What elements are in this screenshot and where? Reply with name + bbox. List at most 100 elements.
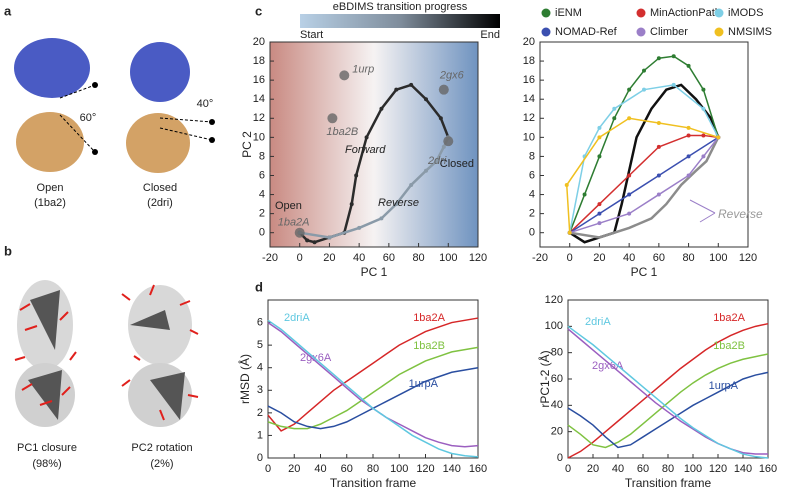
plot-frame [269,41,479,248]
x-tick-label: 80 [682,252,694,264]
structure-point-label: 2dri [427,155,447,167]
legend-swatch [541,8,551,18]
x-tick-label: 140 [734,463,752,475]
y-tick-label: 18 [523,55,535,67]
x-tick-label: 0 [565,463,571,475]
x-tick-label: 40 [314,463,326,475]
series-point [312,240,317,245]
series-point [434,159,439,164]
series-point [597,221,602,226]
structure-point [327,113,338,124]
series-label: 2driA [284,312,310,324]
x-tick-label: 40 [612,463,624,475]
y-tick-label: 20 [551,426,563,438]
x-axis-label: Transition frame [625,476,712,490]
series-point [686,63,691,68]
x-tick-label: 20 [593,252,605,264]
series-point [612,116,617,121]
series-point [379,106,384,111]
y-tick-label: 40 [551,399,563,411]
series-point [379,216,384,221]
series-point [686,173,691,178]
series-point [394,202,399,207]
x-tick-label: -20 [532,252,548,264]
x-tick-label: -20 [262,252,278,264]
series-point [701,106,706,111]
series-label: 1urpA [409,378,439,390]
series-line [567,325,769,459]
series-point [349,202,354,207]
y-tick-label: 16 [523,74,535,86]
structure-id: (1ba2) [34,197,66,209]
y-tick-label: 0 [259,227,265,239]
series-line [568,84,719,233]
series-point [656,144,661,149]
series-point [597,125,602,130]
legend-label: MinActionPath [650,7,721,19]
mode-pc2 [121,284,199,427]
y-tick-label: 12 [253,112,265,124]
y-tick-label: 0 [257,452,263,464]
series-point [327,235,332,240]
x-tick-label: 40 [623,252,635,264]
x-tick-label: 160 [469,463,487,475]
x-tick-label: 80 [412,252,424,264]
y-axis-label: PC 2 [240,131,254,158]
legend-label: Climber [650,26,688,38]
angle-label: 60° [80,112,97,124]
y-tick-label: 8 [529,150,535,162]
x-axis-label: PC 1 [361,265,388,279]
x-tick-label: 0 [297,252,303,264]
series-line [567,371,769,449]
y-tick-label: 6 [529,169,535,181]
series-point [364,135,369,140]
x-tick-label: 100 [709,252,727,264]
x-tick-label: 100 [390,463,408,475]
panel-label: b [4,243,12,258]
y-tick-label: 0 [557,452,563,464]
structure-point-label: 1ba2A [278,217,310,229]
x-tick-label: 60 [383,252,395,264]
open-structure [14,38,98,172]
legend-label: NOMAD-Ref [555,26,618,38]
series-point [686,125,691,130]
series-point [438,116,443,121]
x-tick-label: 60 [653,252,665,264]
series-label: 1ba2A [713,312,745,324]
annotation: Closed [440,158,474,170]
structure-point [339,70,350,81]
y-tick-label: 4 [529,188,535,200]
x-tick-label: 20 [323,252,335,264]
series-line [299,136,450,239]
series-point [656,121,661,126]
series-point [612,106,617,111]
x-tick-label: 120 [739,252,757,264]
legend-swatch [714,8,724,18]
legend-swatch [714,27,724,37]
x-tick-label: 20 [587,463,599,475]
series-line [569,55,720,233]
colorbar [300,14,500,28]
mode-share: (2%) [150,458,173,470]
y-tick-label: 8 [259,150,265,162]
series-annotation: Forward [345,144,386,156]
series-point [656,56,661,61]
series-point [701,87,706,92]
series-point [671,82,676,87]
series-point [357,225,362,230]
mode-label: PC2 rotation [131,442,192,454]
x-tick-label: 40 [353,252,365,264]
series-point [597,211,602,216]
series-line [567,322,769,459]
y-tick-label: 10 [253,131,265,143]
y-tick-label: 14 [253,93,265,105]
x-tick-label: 80 [662,463,674,475]
series-point [627,192,632,197]
series-point [597,135,602,140]
series-point [424,168,428,173]
annotation-arrow [689,199,716,223]
y-tick-label: 5 [257,339,263,351]
series-label: 2driA [585,316,611,328]
series-point [671,54,676,59]
y-tick-label: 60 [551,373,563,385]
